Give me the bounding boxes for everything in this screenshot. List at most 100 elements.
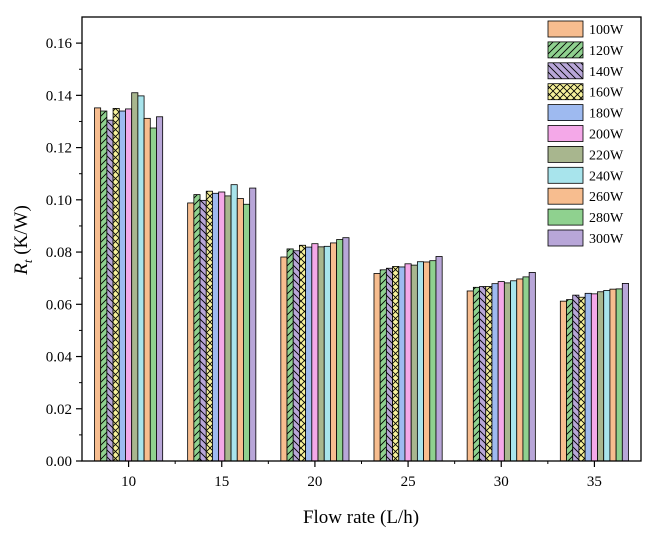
bar-280W-15: [243, 203, 251, 462]
legend-label-280W: 280W: [589, 211, 624, 226]
legend-label-300W: 300W: [589, 232, 624, 247]
bar-200W-30: [497, 281, 505, 462]
bar-240W-10: [137, 95, 145, 462]
legend-swatch-240W: [547, 166, 584, 184]
bar-140W-25: [385, 267, 393, 462]
bar-180W-30: [491, 283, 499, 462]
y-tick-label: 0.08: [46, 245, 72, 261]
legend-swatch-220W: [547, 145, 584, 163]
bar-300W-30: [528, 272, 536, 462]
y-tick-label: 0.00: [46, 454, 72, 470]
bar-160W-10: [112, 108, 120, 462]
legend-swatch-260W: [547, 187, 584, 205]
axes-layer: 0.00 0.02 0.04 0.06 0.08 0.10 0.12 0.14 0.16 10 15…: [46, 16, 642, 490]
x-axis-title: Flow rate (L/h): [303, 507, 419, 528]
y-tick-label: 0.04: [46, 350, 73, 366]
legend-swatch-100W: [547, 20, 584, 38]
bar-180W-35: [584, 292, 592, 462]
bar-260W-25: [423, 261, 431, 462]
legend-swatch-140W: [547, 62, 584, 80]
legend-label-200W: 200W: [589, 128, 624, 143]
bar-240W-20: [323, 245, 331, 462]
bar-160W-15: [205, 190, 213, 462]
bar-160W-25: [392, 266, 400, 462]
bar-120W-30: [472, 286, 480, 462]
bar-240W-30: [510, 280, 518, 462]
bar-100W-10: [94, 107, 102, 462]
bar-260W-35: [609, 288, 617, 462]
bar-280W-30: [522, 276, 530, 462]
x-tick-label-10: 10: [121, 474, 136, 490]
bar-220W-15: [224, 195, 232, 462]
x-tick-label-15: 15: [214, 474, 229, 490]
legend-label-100W: 100W: [589, 23, 624, 38]
bar-200W-10: [125, 108, 133, 462]
bars-layer: [94, 92, 629, 462]
legend-swatch-280W: [547, 208, 584, 226]
legend-label-180W: 180W: [589, 107, 624, 122]
bar-120W-15: [193, 194, 201, 462]
bar-220W-10: [131, 92, 139, 462]
legend-label-240W: 240W: [589, 169, 624, 184]
legend: 100W 120W 140W 160W 180W 200W 220W 240W 260W 280W…: [547, 20, 624, 247]
bar-100W-15: [187, 202, 195, 462]
bar-280W-35: [615, 288, 623, 462]
bar-300W-35: [621, 282, 629, 462]
legend-label-120W: 120W: [589, 44, 624, 59]
bar-220W-25: [410, 264, 418, 462]
bar-200W-20: [311, 243, 319, 462]
bar-220W-20: [317, 246, 325, 462]
bar-260W-15: [236, 198, 244, 462]
x-tick-label-20: 20: [307, 474, 322, 490]
bar-220W-35: [597, 291, 605, 462]
bar-300W-15: [249, 187, 257, 462]
bar-200W-35: [590, 293, 598, 462]
bar-100W-20: [280, 256, 288, 462]
bar-300W-10: [156, 116, 164, 462]
bar-280W-20: [336, 239, 344, 462]
legend-label-140W: 140W: [589, 65, 624, 80]
bar-180W-15: [212, 192, 220, 462]
x-tick-label-25: 25: [401, 474, 416, 490]
bar-260W-10: [143, 117, 151, 462]
legend-swatch-160W: [547, 83, 584, 101]
y-tick-label: 0.14: [46, 88, 73, 104]
bar-140W-10: [106, 119, 114, 462]
bar-160W-35: [578, 296, 586, 462]
bar-100W-25: [373, 273, 381, 462]
legend-swatch-180W: [547, 104, 584, 121]
bar-280W-25: [429, 260, 437, 462]
bar-180W-20: [305, 246, 313, 462]
bar-140W-35: [572, 294, 580, 462]
y-tick-label: 0.02: [46, 402, 72, 418]
y-tick-label: 0.06: [46, 297, 73, 313]
bar-180W-25: [398, 266, 406, 462]
x-tick-label-30: 30: [494, 474, 509, 490]
bar-240W-35: [603, 290, 611, 462]
bar-100W-30: [466, 290, 474, 462]
x-tick-label-35: 35: [587, 474, 602, 490]
bar-240W-15: [230, 184, 238, 462]
bar-120W-20: [286, 248, 294, 462]
bar-200W-15: [218, 191, 226, 462]
bar-140W-20: [292, 250, 300, 462]
y-tick-label: 0.16: [46, 36, 73, 52]
bar-220W-30: [503, 282, 511, 462]
bar-260W-20: [330, 242, 338, 462]
legend-swatch-300W: [547, 229, 584, 247]
bar-260W-30: [516, 278, 524, 462]
bar-160W-30: [485, 286, 493, 462]
bar-100W-35: [559, 300, 567, 462]
bar-180W-10: [118, 110, 126, 462]
bar-300W-20: [342, 237, 350, 462]
legend-label-220W: 220W: [589, 148, 624, 163]
bar-280W-10: [149, 127, 157, 462]
bar-200W-25: [404, 263, 412, 462]
legend-label-260W: 260W: [589, 190, 624, 205]
legend-swatch-200W: [547, 125, 584, 142]
bar-120W-35: [566, 299, 574, 462]
bar-140W-30: [479, 286, 487, 462]
legend-swatch-120W: [547, 41, 584, 59]
bar-160W-20: [299, 244, 307, 462]
